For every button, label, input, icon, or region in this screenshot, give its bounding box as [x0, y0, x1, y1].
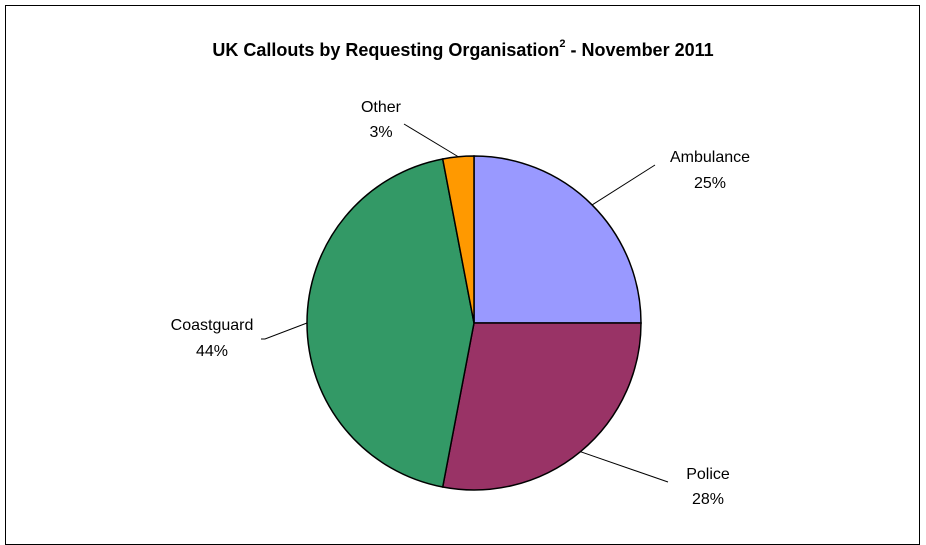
slice-value-police: 28% [692, 491, 724, 508]
leader-line-other [403, 123, 459, 158]
slice-label-ambulance: Ambulance [670, 149, 750, 166]
leader-line-coastguard [261, 322, 308, 340]
slice-value-other: 3% [369, 124, 392, 141]
slice-label-other: Other [361, 99, 402, 116]
chart-title: UK Callouts by Requesting Organisation2 … [0, 38, 926, 61]
slice-value-coastguard: 44% [196, 343, 228, 360]
pie-slice-ambulance [473, 155, 642, 324]
chart-title-text: UK Callouts by Requesting Organisation [212, 40, 560, 60]
leader-line-police [580, 451, 669, 483]
slice-label-police: Police [686, 466, 730, 483]
chart-title-suffix: - November 2011 [565, 40, 714, 60]
pie-chart: Ambulance 25% Police 28% Coastguard 44% Other 3… [171, 99, 750, 508]
slice-label-coastguard: Coastguard [171, 317, 254, 334]
leader-line-ambulance [591, 164, 656, 206]
chart-title-superscript: 2 [559, 38, 566, 50]
pie-slice-coastguard [306, 158, 475, 488]
slice-value-ambulance: 25% [694, 175, 726, 192]
pie-slice-police [441, 322, 642, 491]
